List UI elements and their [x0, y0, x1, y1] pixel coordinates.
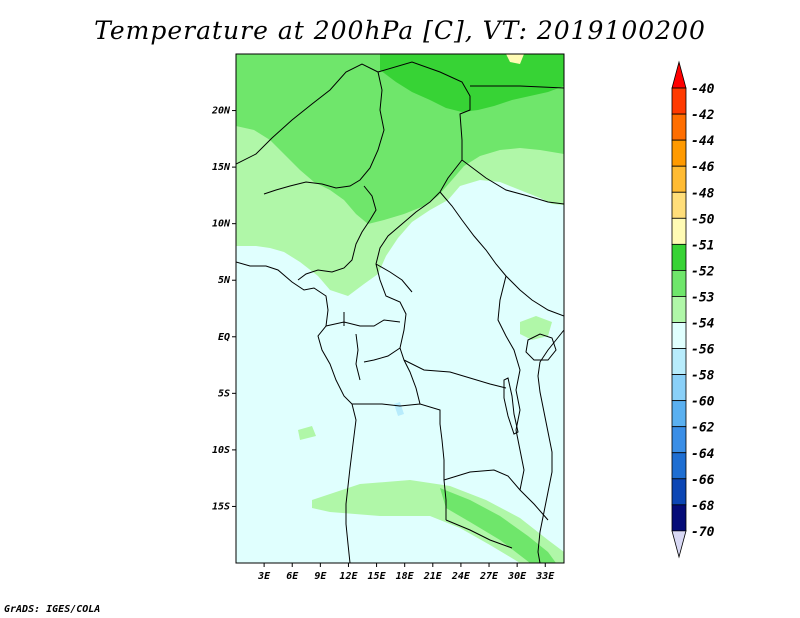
east-africa-coastline	[537, 329, 564, 563]
legend-swatch	[671, 217, 687, 245]
latitude-axis: 20N 15N 10N 5N EQ 5S 10S 15S	[211, 106, 236, 512]
legend-label: -60	[691, 395, 715, 410]
lat-tick-label: 10N	[212, 219, 231, 230]
lat-tick-label: 15S	[212, 501, 230, 512]
lat-tick-label: 15N	[212, 162, 231, 173]
color-legend: -40 -42 -44 -46 -48 -50 -51 -52 -53 -54 -56 -58 -60 -…	[671, 60, 715, 559]
lat-tick-label: 5N	[218, 275, 231, 286]
grads-credit: GrADS: IGES/COLA	[4, 604, 101, 615]
temp-fill-minus54-patch	[298, 426, 316, 440]
lon-tick-label: 21E	[423, 571, 443, 582]
lon-tick-label: 18E	[396, 571, 415, 582]
legend-swatch	[671, 400, 687, 428]
lake-victoria	[525, 333, 557, 361]
longitude-axis: 3E 6E 9E 12E 15E 18E 21E 24E 27E 30E 33E	[257, 563, 555, 582]
country-borders	[236, 61, 564, 549]
temp-fill-minus53-south	[440, 488, 556, 563]
legend-swatch	[671, 269, 687, 297]
legend-swatch	[671, 87, 687, 115]
legend-label: -48	[691, 186, 715, 201]
legend-arrow-top	[671, 60, 687, 89]
legend-label: -46	[691, 160, 715, 175]
legend-label: -68	[691, 499, 715, 514]
legend-arrow-bottom	[671, 530, 687, 559]
map-panel	[236, 54, 564, 563]
lat-tick-label: 5S	[218, 388, 230, 399]
lon-tick-label: 6E	[286, 571, 299, 582]
lon-tick-label: 33E	[535, 571, 555, 582]
legend-swatch	[671, 322, 687, 349]
lon-tick-label: 30E	[507, 571, 527, 582]
lake-tanganyika	[503, 377, 519, 435]
legend-label: -50	[691, 212, 715, 227]
legend-swatch	[671, 348, 687, 375]
legend-label: -52	[691, 264, 715, 279]
legend-swatch	[671, 296, 687, 323]
legend-label: -51	[691, 238, 714, 253]
legend-label: -53	[691, 290, 715, 305]
map-title: Temperature at 200hPa [C], VT: 201910020…	[94, 16, 706, 45]
legend-label: -54	[691, 317, 715, 332]
temp-fill-minus52-north	[380, 54, 564, 112]
legend-label: -42	[691, 108, 715, 123]
lat-tick-label: EQ	[218, 332, 230, 343]
legend-swatch	[671, 165, 687, 193]
lon-tick-label: 12E	[339, 571, 358, 582]
lon-tick-label: 24E	[451, 571, 471, 582]
legend-swatch	[671, 243, 687, 271]
legend-label: -70	[691, 525, 715, 540]
legend-swatch	[671, 478, 687, 506]
legend-label: -66	[691, 473, 715, 488]
legend-label: -44	[691, 134, 715, 149]
legend-label: -64	[691, 447, 715, 462]
lon-tick-label: 15E	[368, 571, 387, 582]
legend-swatch	[671, 113, 687, 141]
map-border	[235, 53, 565, 564]
lon-tick-label: 3E	[257, 571, 271, 582]
legend-swatch	[671, 504, 687, 532]
lon-tick-label: 9E	[314, 571, 327, 582]
legend-swatch	[671, 426, 687, 454]
lon-tick-label: 27E	[479, 571, 499, 582]
legend-swatch	[671, 139, 687, 167]
legend-label: -62	[691, 421, 715, 436]
legend-label: -58	[691, 369, 715, 384]
temp-fill-minus51-patch	[506, 54, 524, 64]
legend-swatch	[671, 191, 687, 219]
lat-tick-label: 10S	[212, 445, 230, 456]
legend-label: -40	[691, 82, 715, 97]
legend-swatch	[671, 374, 687, 402]
temp-fill-minus54-east	[520, 316, 552, 340]
temp-fill-minus54-south	[312, 480, 564, 563]
legend-swatch	[671, 452, 687, 480]
lat-tick-label: 20N	[211, 106, 231, 117]
legend-label: -56	[691, 343, 715, 358]
west-africa-coastline	[236, 261, 357, 563]
